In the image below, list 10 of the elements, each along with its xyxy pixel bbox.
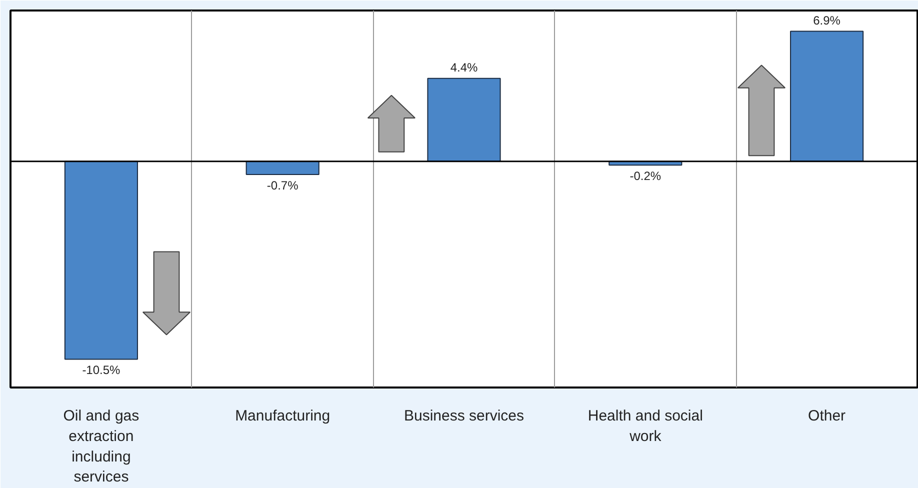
- x-tick-label: Oil and gas extraction including services: [63, 408, 140, 486]
- data-label: 4.4%: [450, 60, 478, 74]
- x-tick-label: Manufacturing: [235, 408, 330, 424]
- data-label: -10.5%: [82, 363, 121, 378]
- x-tick-label: Health and social work: [588, 408, 703, 445]
- x-tick-label: Other: [808, 408, 846, 424]
- x-tick-label: Business services: [404, 408, 524, 424]
- data-label: 6.9%: [813, 13, 841, 28]
- data-label: -0.7%: [266, 178, 299, 193]
- data-label: -0.2%: [630, 169, 662, 184]
